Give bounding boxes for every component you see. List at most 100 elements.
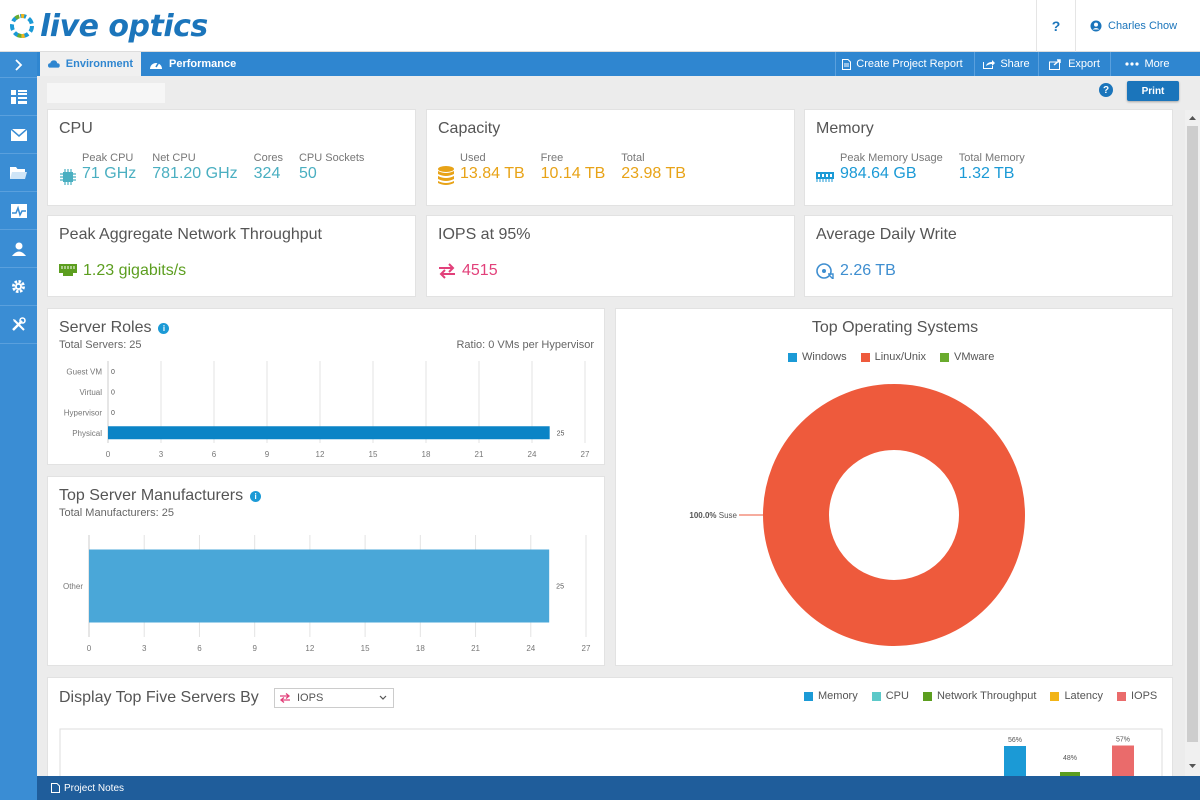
footer-bar: Project Notes bbox=[37, 776, 1200, 800]
notes-icon bbox=[51, 783, 60, 793]
legend-item-memory[interactable]: Memory bbox=[804, 690, 858, 702]
scrollbar-thumb[interactable] bbox=[1187, 126, 1198, 742]
sidebar-item-activity[interactable] bbox=[0, 192, 37, 230]
logo-ring-icon bbox=[10, 14, 34, 38]
x-tick-label: 18 bbox=[416, 644, 425, 653]
donut-slice bbox=[763, 384, 1025, 646]
sidebar-item-tools[interactable] bbox=[0, 306, 37, 344]
total-capacity-metric: Total 23.98 TB bbox=[621, 152, 686, 183]
x-tick-label: 0 bbox=[106, 450, 111, 459]
iops-card: IOPS at 95% 4515 bbox=[426, 215, 795, 297]
x-tick-label: 9 bbox=[252, 644, 257, 653]
dashboard-icon bbox=[10, 89, 27, 104]
top-os-donut-chart: 100.0% Suse bbox=[689, 384, 1025, 646]
cpu-card: CPU Peak CPU 71 GHz Net CPU 781.20 GHz C… bbox=[47, 109, 416, 206]
export-label: Export bbox=[1068, 58, 1100, 70]
legend-label: IOPS bbox=[1130, 690, 1158, 702]
net-cpu-value: 781.20 GHz bbox=[152, 165, 238, 182]
legend-label: Latency bbox=[1064, 690, 1103, 702]
sidebar-expand-button[interactable] bbox=[0, 52, 37, 78]
x-tick-label: 12 bbox=[305, 644, 314, 653]
slice-percent: 100.0% bbox=[689, 511, 718, 520]
legend-label: Linux/Unix bbox=[874, 351, 926, 363]
sidebar-item-projects[interactable] bbox=[0, 154, 37, 192]
sidebar-item-dashboard[interactable] bbox=[0, 78, 37, 116]
total-memory-metric: Total Memory 1.32 TB bbox=[959, 152, 1025, 183]
transfer-arrows-icon bbox=[439, 263, 455, 279]
top-os-title: Top Operating Systems bbox=[811, 319, 979, 336]
top-five-legend: Memory CPU Network Throughput Latency IO… bbox=[804, 690, 1171, 702]
legend-item-cpu[interactable]: CPU bbox=[871, 690, 909, 702]
bar-network-throughput bbox=[1060, 772, 1080, 778]
info-icon[interactable]: i bbox=[158, 322, 170, 334]
x-tick-label: 21 bbox=[471, 644, 480, 653]
main-content: ? Print CPU Peak CPU 71 GHz Net CPU 781.… bbox=[37, 76, 1185, 788]
total-memory-label: Total Memory bbox=[958, 152, 1025, 164]
x-tick-label: 9 bbox=[265, 450, 270, 459]
average-daily-write-value: 2.26 TB bbox=[840, 262, 896, 279]
more-button[interactable]: More bbox=[1110, 52, 1184, 76]
tab-environment[interactable]: Environment bbox=[40, 52, 141, 76]
used-label: Used bbox=[460, 152, 486, 164]
help-button[interactable]: ? bbox=[1036, 0, 1076, 52]
network-port-icon bbox=[59, 264, 77, 276]
more-label: More bbox=[1144, 58, 1170, 70]
top-five-metric-select[interactable]: IOPS bbox=[274, 688, 394, 708]
cpu-chip-icon bbox=[60, 169, 76, 185]
project-notes-button[interactable]: Project Notes bbox=[51, 783, 124, 794]
bar-memory bbox=[1004, 746, 1026, 778]
legend-item-windows[interactable]: Windows bbox=[788, 351, 847, 363]
chevron-down-icon bbox=[379, 695, 387, 700]
legend-item-network-throughput[interactable]: Network Throughput bbox=[922, 690, 1036, 702]
scroll-down-arrow-icon[interactable] bbox=[1185, 760, 1200, 772]
legend-item-linux-unix[interactable]: Linux/Unix bbox=[860, 351, 926, 363]
network-throughput-value: 1.23 gigabits/s bbox=[83, 262, 187, 279]
sidebar-item-mail[interactable] bbox=[0, 116, 37, 154]
bar-value-label: 56% bbox=[1008, 737, 1022, 744]
share-button[interactable]: Share bbox=[974, 52, 1038, 76]
capacity-card-title: Capacity bbox=[438, 120, 501, 137]
total-manufacturers-text: Total Manufacturers: 25 bbox=[59, 507, 174, 519]
slice-name: Suse bbox=[719, 511, 738, 520]
bar-value-label: 0 bbox=[111, 369, 115, 376]
peak-cpu-label: Peak CPU bbox=[82, 152, 134, 164]
legend-item-latency[interactable]: Latency bbox=[1050, 690, 1103, 702]
peak-memory-metric: Peak Memory Usage 984.64 GB bbox=[840, 152, 943, 183]
live-optics-logo[interactable]: live optics bbox=[8, 8, 208, 44]
sidebar-item-settings[interactable] bbox=[0, 268, 37, 306]
user-name: Charles Chow bbox=[1108, 20, 1178, 32]
bar-value-label: 0 bbox=[111, 410, 115, 417]
cpu-sockets-value: 50 bbox=[298, 165, 317, 182]
bar-iops bbox=[1112, 745, 1134, 778]
legend-label: CPU bbox=[885, 690, 909, 702]
y-category-label: Physical bbox=[72, 429, 102, 438]
tab-performance[interactable]: Performance bbox=[141, 52, 244, 76]
sidebar-item-users[interactable] bbox=[0, 230, 37, 268]
legend-label: Windows bbox=[802, 351, 847, 363]
manufacturers-chart: 0 3 6 9 12 15 18 21 24 27 Other 25 bbox=[63, 535, 591, 653]
legend-swatch bbox=[1116, 691, 1126, 701]
user-menu[interactable]: Charles Chow bbox=[1090, 0, 1177, 52]
legend-item-iops[interactable]: IOPS bbox=[1116, 690, 1158, 702]
slice-label: 100.0% Suse bbox=[689, 511, 737, 520]
x-tick-label: 6 bbox=[212, 450, 217, 459]
activity-icon bbox=[10, 203, 27, 218]
export-button[interactable]: Export bbox=[1038, 52, 1110, 76]
cores-value: 324 bbox=[253, 165, 281, 182]
gauge-icon bbox=[150, 61, 162, 69]
legend-swatch bbox=[939, 352, 949, 362]
more-dots-icon bbox=[1125, 62, 1140, 66]
scroll-up-arrow-icon[interactable] bbox=[1185, 112, 1200, 124]
cpu-sockets-label: CPU Sockets bbox=[298, 152, 365, 164]
vertical-scrollbar[interactable] bbox=[1185, 110, 1200, 776]
total-servers-text: Total Servers: 25 bbox=[59, 339, 142, 351]
chevron-right-icon bbox=[14, 58, 22, 71]
legend-item-vmware[interactable]: VMware bbox=[939, 351, 994, 363]
info-icon[interactable]: i bbox=[250, 490, 262, 502]
print-button[interactable]: Print bbox=[1127, 81, 1179, 101]
server-roles-card: Server Roles i Total Servers: 25 Ratio: … bbox=[47, 308, 605, 465]
project-name-placeholder bbox=[47, 83, 165, 103]
help-circle-icon[interactable]: ? bbox=[1099, 83, 1113, 97]
y-category-label: Virtual bbox=[79, 388, 102, 397]
create-project-report-button[interactable]: Create Project Report bbox=[835, 52, 969, 76]
